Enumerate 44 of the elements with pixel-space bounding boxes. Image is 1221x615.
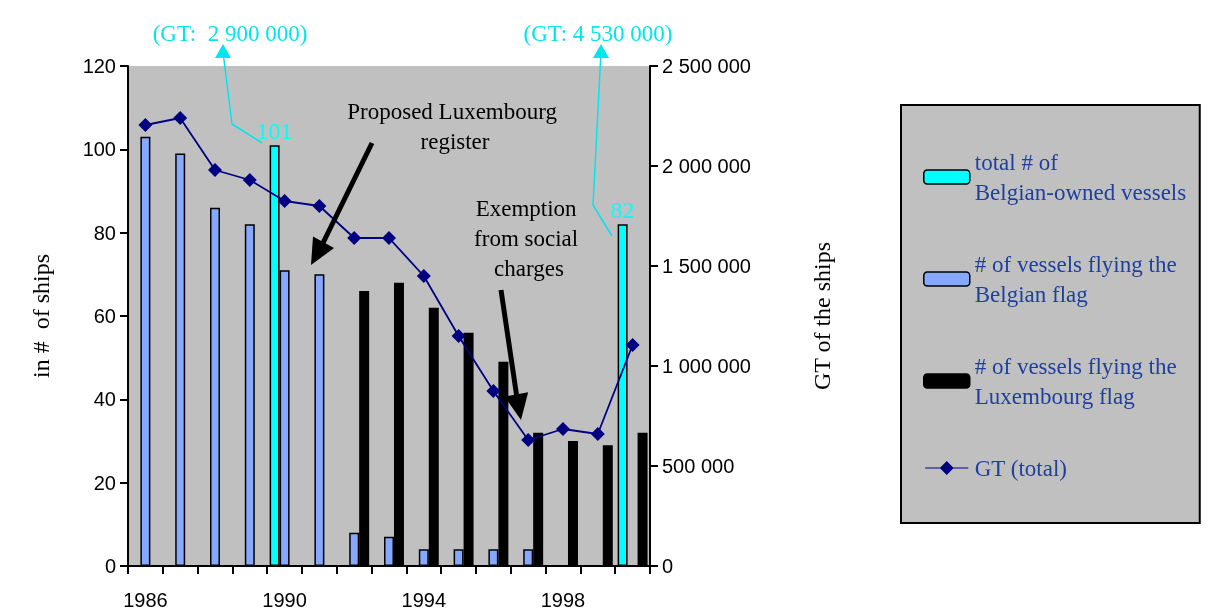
y-tick-label: 100 <box>82 138 116 161</box>
point <box>556 422 570 436</box>
point <box>173 111 188 125</box>
point <box>382 231 396 245</box>
y-tick-label: 80 <box>93 221 116 244</box>
point <box>486 384 501 398</box>
annotation: Proposed Luxembourg register <box>347 98 563 154</box>
point <box>625 338 640 352</box>
point <box>277 194 292 208</box>
x-tick-label: 1986 <box>123 589 168 611</box>
x-tick-label: 1994 <box>401 589 447 611</box>
y-tick-label: 40 <box>93 388 116 411</box>
point <box>347 231 362 245</box>
y-axis-title: in # of ships <box>28 253 54 379</box>
y2-tick-label: 500 000 <box>662 455 735 477</box>
legend-label: # of vessels flying the Belgian flag <box>974 251 1183 307</box>
point <box>138 118 153 132</box>
y2-tick-label: 1 500 000 <box>662 255 751 277</box>
legend-label: GT (total) <box>974 455 1067 481</box>
point <box>521 433 536 447</box>
text: (GT: 2 900 000) <box>152 20 308 46</box>
point <box>416 269 431 283</box>
annotation: Exemption from social charges <box>474 195 584 281</box>
point <box>242 173 257 187</box>
y2-tick-label: 2 500 000 <box>662 55 751 77</box>
x-tick-label: 1990 <box>262 589 307 611</box>
y-tick-label: 0 <box>104 555 116 577</box>
text: (GT: 4 530 000) <box>523 20 673 46</box>
data-label: 82 <box>610 197 635 224</box>
point <box>208 163 222 177</box>
y2-tick-label: 2 000 000 <box>662 155 751 177</box>
y-tick-label: 120 <box>82 55 116 77</box>
y-tick-label: 60 <box>93 305 116 327</box>
y2-tick-label: 1 000 000 <box>662 355 751 377</box>
legend-label: total # of Belgian-owned vessels <box>974 149 1187 205</box>
legend-label: # of vessels flying the Luxembourg flag <box>974 353 1183 409</box>
x-tick-label: 1998 <box>540 589 586 611</box>
data-label: 101 <box>256 118 293 145</box>
y2-axis-title: GT of the ships <box>809 241 835 391</box>
y-tick-label: 20 <box>93 471 116 494</box>
point <box>451 329 466 343</box>
y2-tick-label: 0 <box>662 555 674 577</box>
point <box>590 427 605 441</box>
point <box>312 199 327 213</box>
